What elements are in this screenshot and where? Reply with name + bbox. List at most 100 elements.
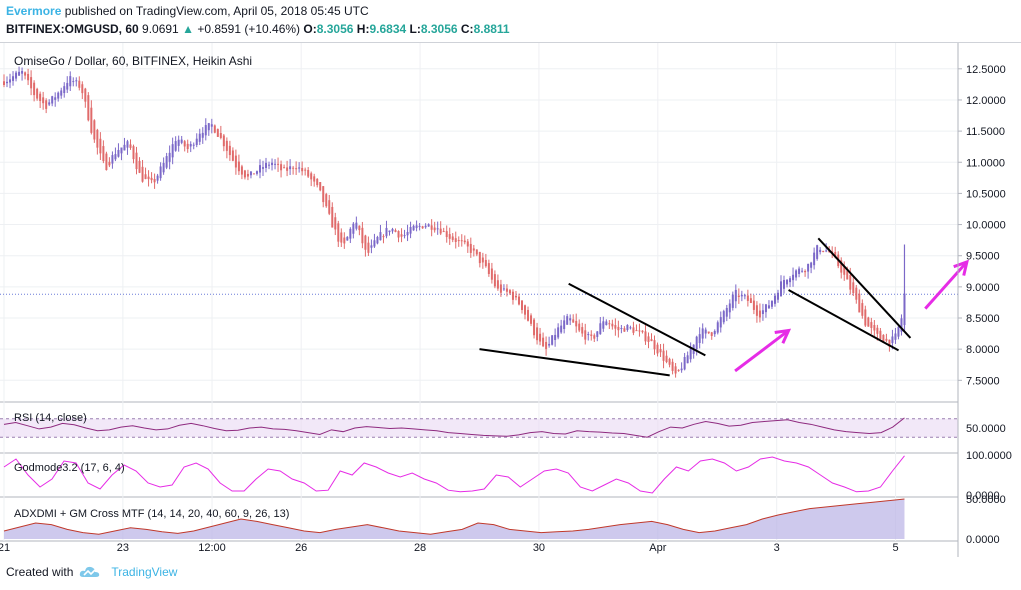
candle-body	[861, 303, 864, 316]
y-tick-label: 50.0000	[966, 494, 1006, 506]
candle-body	[216, 129, 219, 137]
candle-body	[683, 357, 686, 370]
candle-body	[855, 287, 858, 300]
candle-body	[484, 259, 487, 267]
candle-body	[764, 304, 767, 313]
candle-body	[120, 147, 123, 154]
candle-body	[481, 257, 484, 263]
candle-body	[508, 290, 511, 294]
candle-body	[894, 333, 897, 340]
candle-body	[798, 268, 801, 274]
candle-body	[252, 173, 255, 175]
candle-body	[168, 152, 171, 162]
candle-body	[192, 144, 195, 146]
candle-body	[144, 174, 147, 179]
candle-body	[514, 295, 517, 298]
candle-body	[153, 178, 156, 183]
candle-body	[108, 161, 111, 166]
candle-body	[364, 235, 367, 250]
candle-body	[804, 271, 807, 273]
trendline	[479, 348, 670, 377]
candle-body	[451, 236, 454, 240]
y-tick-label: 50.0000	[966, 423, 1006, 435]
candle-body	[734, 289, 737, 302]
candle-body	[722, 311, 725, 323]
candle-body	[602, 321, 605, 329]
adx-pane	[3, 498, 905, 539]
candle-body	[60, 90, 63, 96]
candle-body	[629, 327, 632, 329]
candle-body	[475, 249, 478, 255]
high-value: 9.6834	[369, 22, 407, 36]
candle-body	[530, 315, 533, 324]
candle-body	[560, 325, 563, 333]
y-tick-label: 0.0000	[966, 490, 1000, 502]
candle-body	[406, 231, 409, 236]
candle-body	[698, 334, 701, 343]
candle-body	[111, 155, 114, 164]
indicator-line	[3, 455, 905, 494]
symbol-label: BITFINEX:OMGUSD, 60	[6, 22, 139, 36]
candle-body	[536, 327, 539, 341]
candle-body	[87, 95, 90, 121]
candle-body	[656, 344, 659, 354]
chart-canvas[interactable]: 12.5000 12.0000 11.5000 11.0000 10.5000 10.00…	[0, 43, 1021, 557]
candle-body	[400, 234, 403, 237]
last-price: 9.0691	[142, 22, 179, 36]
candle-body	[340, 232, 343, 243]
candle-body	[463, 240, 466, 243]
candle-body	[554, 334, 557, 341]
candle-body	[593, 335, 596, 339]
candle-body	[822, 250, 825, 252]
candle-body	[659, 349, 662, 353]
candle-body	[749, 298, 752, 304]
candle-body	[897, 326, 900, 337]
candle-body	[265, 162, 268, 168]
candle-body	[355, 222, 358, 229]
candle-body	[280, 164, 283, 171]
rsi-pane	[0, 417, 958, 438]
candle-body	[457, 240, 460, 242]
candle-body	[277, 163, 280, 165]
tradingview-link[interactable]: TradingView	[111, 565, 178, 579]
candle-body	[234, 155, 237, 168]
candle-body	[258, 165, 261, 173]
candle-body	[421, 226, 424, 229]
candle-body	[225, 140, 228, 151]
candle-body	[382, 236, 385, 238]
y-tick-label: 10.5000	[966, 188, 1006, 200]
y-tick-label: 7.5000	[966, 375, 1000, 387]
candle-body	[677, 369, 680, 371]
candle-body	[517, 296, 520, 305]
candle-body	[343, 237, 346, 244]
published-text: published on TradingView.com, April 05, …	[61, 4, 369, 18]
candle-body	[755, 305, 758, 316]
candle-body	[653, 340, 656, 350]
candle-body	[767, 305, 770, 309]
candle-body	[792, 274, 795, 281]
chart-frame[interactable]: 12.5000 12.0000 11.5000 11.0000 10.5000 10.00…	[0, 42, 1021, 557]
candle-body	[608, 323, 611, 325]
candle-body	[171, 144, 174, 158]
candle-body	[569, 318, 572, 321]
close-value: 8.8811	[473, 22, 510, 36]
candle-body	[674, 366, 677, 374]
candle-body	[545, 341, 548, 350]
candle-body	[563, 320, 566, 330]
y-tick-label: 100.0000	[966, 450, 1012, 462]
candle-body	[460, 240, 463, 242]
candle-body	[283, 167, 286, 169]
candle-body	[165, 156, 168, 168]
y-tick-label: 0.0000	[966, 534, 1000, 546]
author-name[interactable]: Evermore	[6, 4, 62, 18]
candle-body	[30, 77, 33, 89]
rsi-title: RSI (14, close)	[14, 412, 87, 424]
candle-body	[581, 327, 584, 334]
candle-body	[78, 80, 81, 88]
candle-body	[469, 243, 472, 253]
price-pane	[3, 66, 969, 378]
candle-body	[63, 86, 66, 94]
candle-body	[614, 325, 617, 329]
candle-body	[298, 167, 301, 169]
candle-body	[409, 227, 412, 234]
